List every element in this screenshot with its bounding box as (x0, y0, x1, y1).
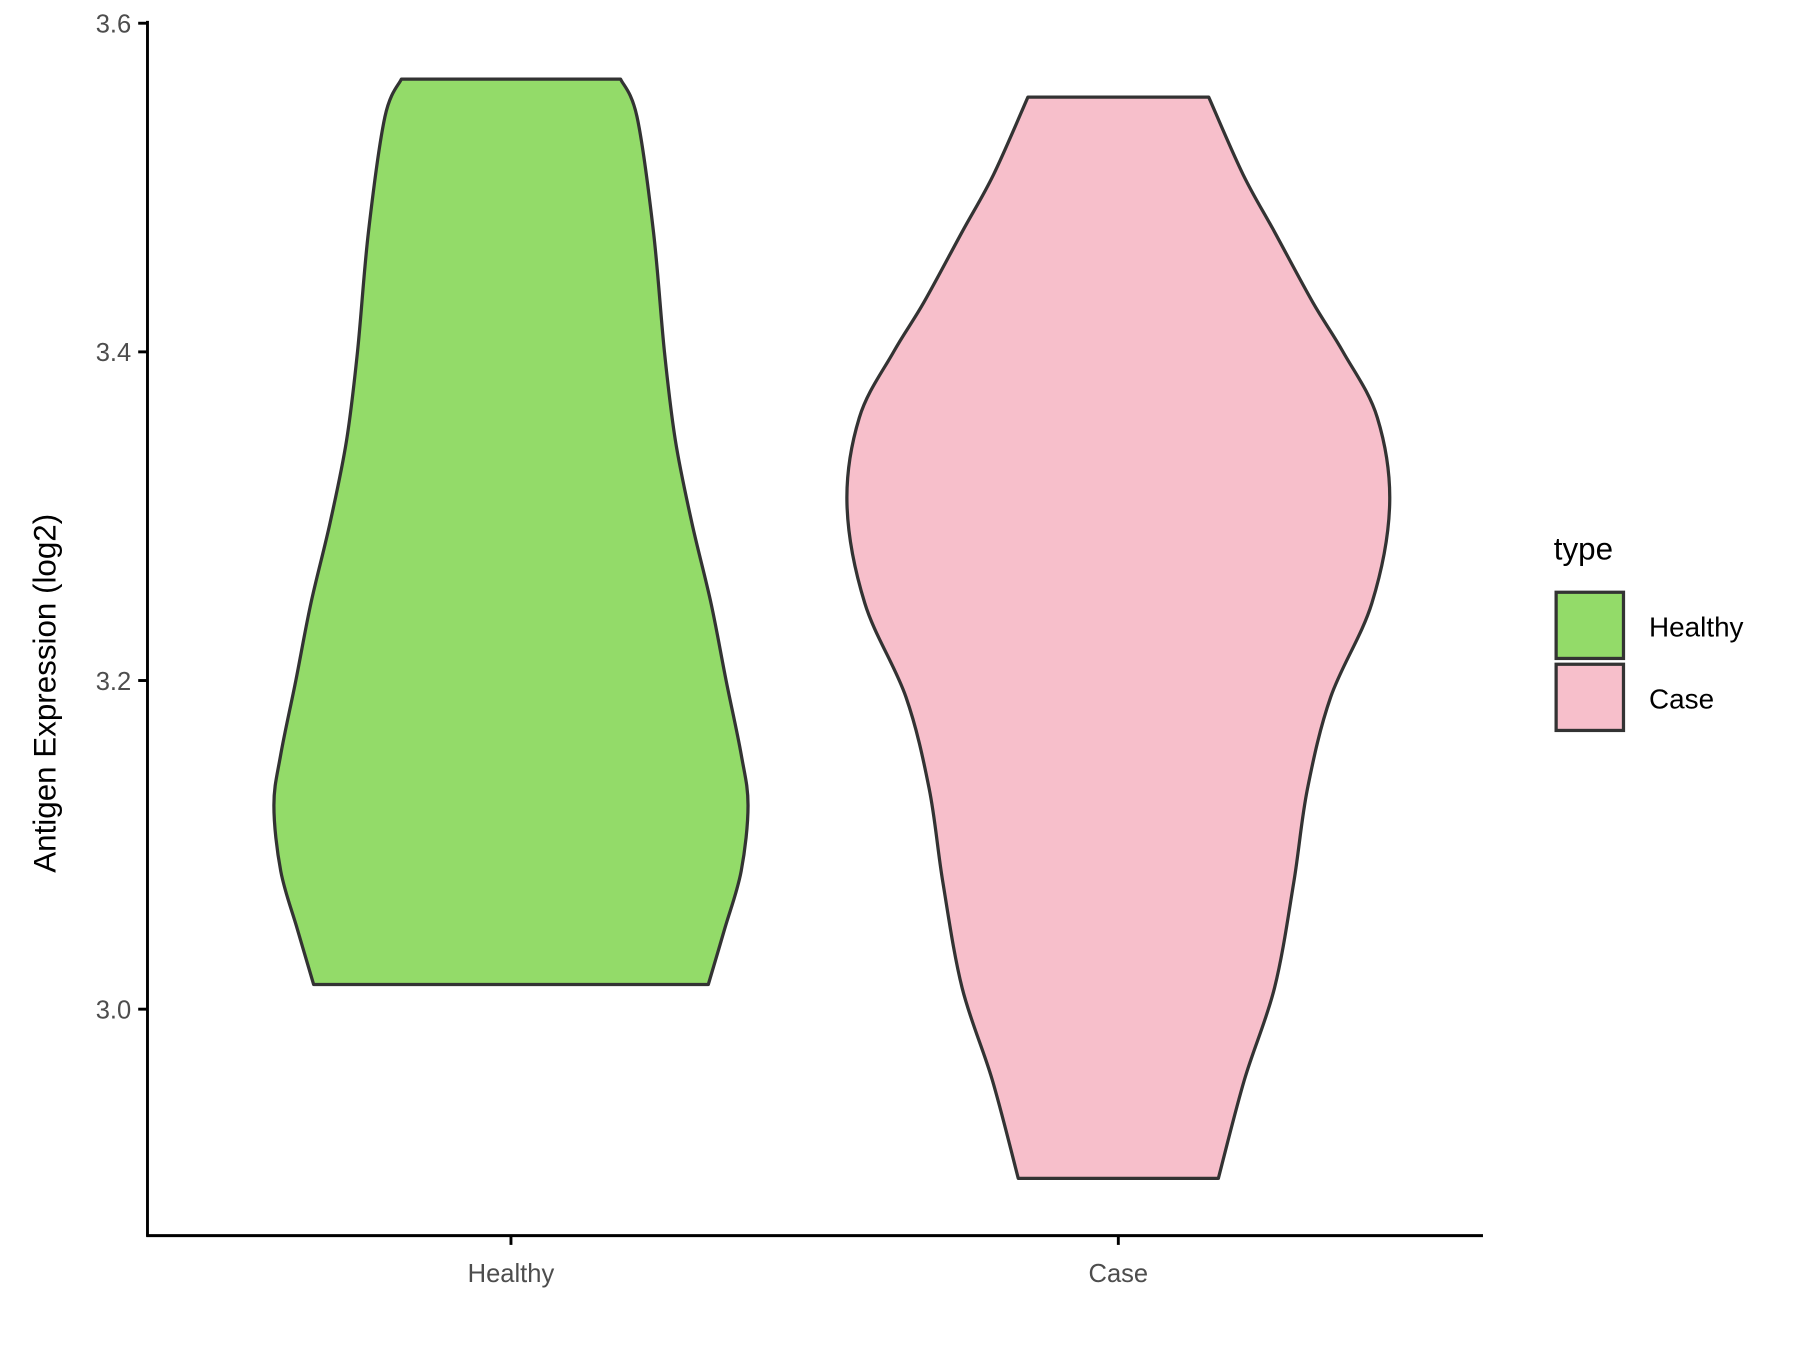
legend: type Healthy Case (1554, 532, 1744, 733)
y-tick-label: 3.6 (96, 11, 131, 39)
y-tick-label: 3.0 (96, 996, 131, 1024)
legend-title: type (1554, 532, 1613, 567)
violin-healthy (272, 77, 750, 987)
legend-label: Healthy (1649, 611, 1744, 642)
x-tick-label: Case (1089, 1260, 1149, 1288)
legend-key-healthy (1554, 590, 1626, 661)
legend-key-case (1554, 662, 1626, 733)
y-tick-label: 3.2 (96, 668, 131, 696)
y-ticks: 3.0 3.2 3.4 3.6 (96, 11, 148, 1024)
y-axis-title: Antigen Expression (log2) (28, 514, 63, 873)
violin-case (845, 95, 1392, 1181)
x-tick-label: Healthy (468, 1260, 555, 1288)
legend-label: Case (1649, 683, 1714, 714)
y-tick-label: 3.4 (96, 339, 131, 367)
violins (272, 77, 1392, 1181)
x-ticks: Healthy Case (468, 1235, 1149, 1288)
